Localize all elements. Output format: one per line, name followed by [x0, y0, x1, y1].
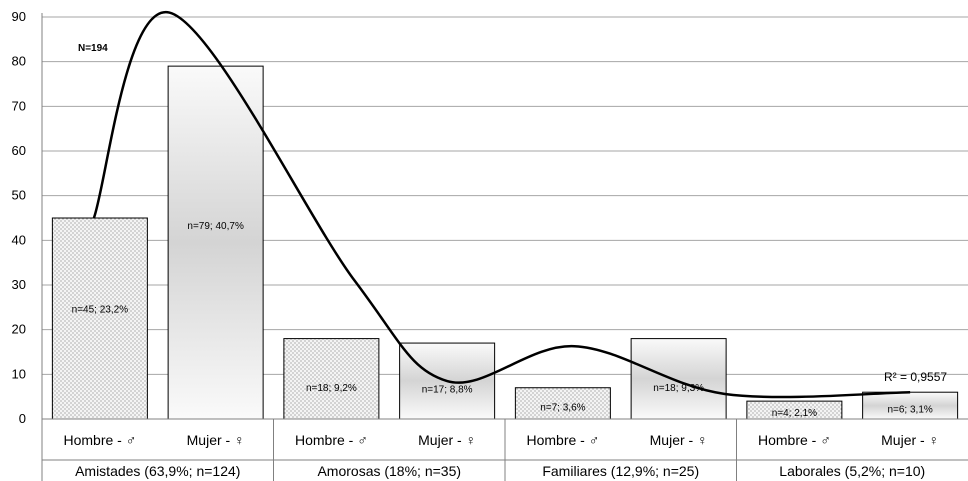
y-tick-label: 10	[12, 366, 26, 381]
x-group-label: Laborales (5,2%; n=10)	[779, 463, 925, 479]
bar-hombre	[283, 338, 380, 420]
bar-data-label: n=79; 40,7%	[187, 221, 244, 232]
bar-data-label: n=4; 2,1%	[772, 408, 817, 419]
x-group-label: Amistades (63,9%; n=124)	[75, 463, 240, 479]
x-category-label: Hombre - ♂	[64, 432, 137, 448]
total-annotation: N=194	[78, 43, 108, 54]
bar-data-label: n=18; 9,2%	[306, 383, 357, 394]
data-labels: n=45; 23,2% n=79; 40,7% n=18; 9,2% n=17; 8,…	[72, 221, 933, 419]
bar-data-label: n=17; 8,8%	[422, 385, 473, 396]
bars	[51, 65, 959, 420]
x-category-label: Hombre - ♂	[758, 432, 831, 448]
y-tick-label: 30	[12, 277, 26, 292]
x-category-label: Mujer - ♀	[187, 432, 245, 448]
bar-data-label: n=45; 23,2%	[72, 304, 129, 315]
bar-data-label: n=7; 3,6%	[540, 402, 585, 413]
y-tick-label: 90	[12, 9, 26, 24]
x-category-label: Hombre - ♂	[527, 432, 600, 448]
bar-mujer	[862, 391, 959, 420]
r-squared-label: R² = 0,9557	[884, 370, 947, 384]
y-axis: 0 10 20 30 40 50 60 70 80 90	[12, 9, 43, 481]
y-tick-label: 70	[12, 98, 26, 113]
y-tick-label: 40	[12, 232, 26, 247]
bar-hombre	[51, 217, 148, 420]
y-tick-label: 50	[12, 188, 26, 203]
x-group-label: Familiares (12,9%; n=25)	[542, 463, 699, 479]
y-tick-label: 60	[12, 143, 26, 158]
bar-data-label: n=6; 3,1%	[887, 404, 932, 415]
x-category-label: Mujer - ♀	[650, 432, 708, 448]
x-axis: Hombre - ♂ Mujer - ♀ Amistades (63,9%; n=1…	[42, 418, 968, 481]
y-tick-label: 20	[12, 322, 26, 337]
bar-data-label: n=18; 9,3%	[653, 383, 704, 394]
y-tick-label: 0	[19, 411, 26, 426]
bar-mujer	[167, 65, 264, 420]
bar-mujer	[630, 338, 727, 420]
y-tick-label: 80	[12, 54, 26, 69]
x-group-label: Amorosas (18%; n=35)	[317, 463, 461, 479]
bar-hombre	[514, 387, 611, 420]
trend-curve	[92, 11, 911, 399]
x-category-label: Mujer - ♀	[881, 432, 939, 448]
x-category-label: Mujer - ♀	[418, 432, 476, 448]
x-category-label: Hombre - ♂	[295, 432, 368, 448]
trendline	[92, 11, 911, 399]
